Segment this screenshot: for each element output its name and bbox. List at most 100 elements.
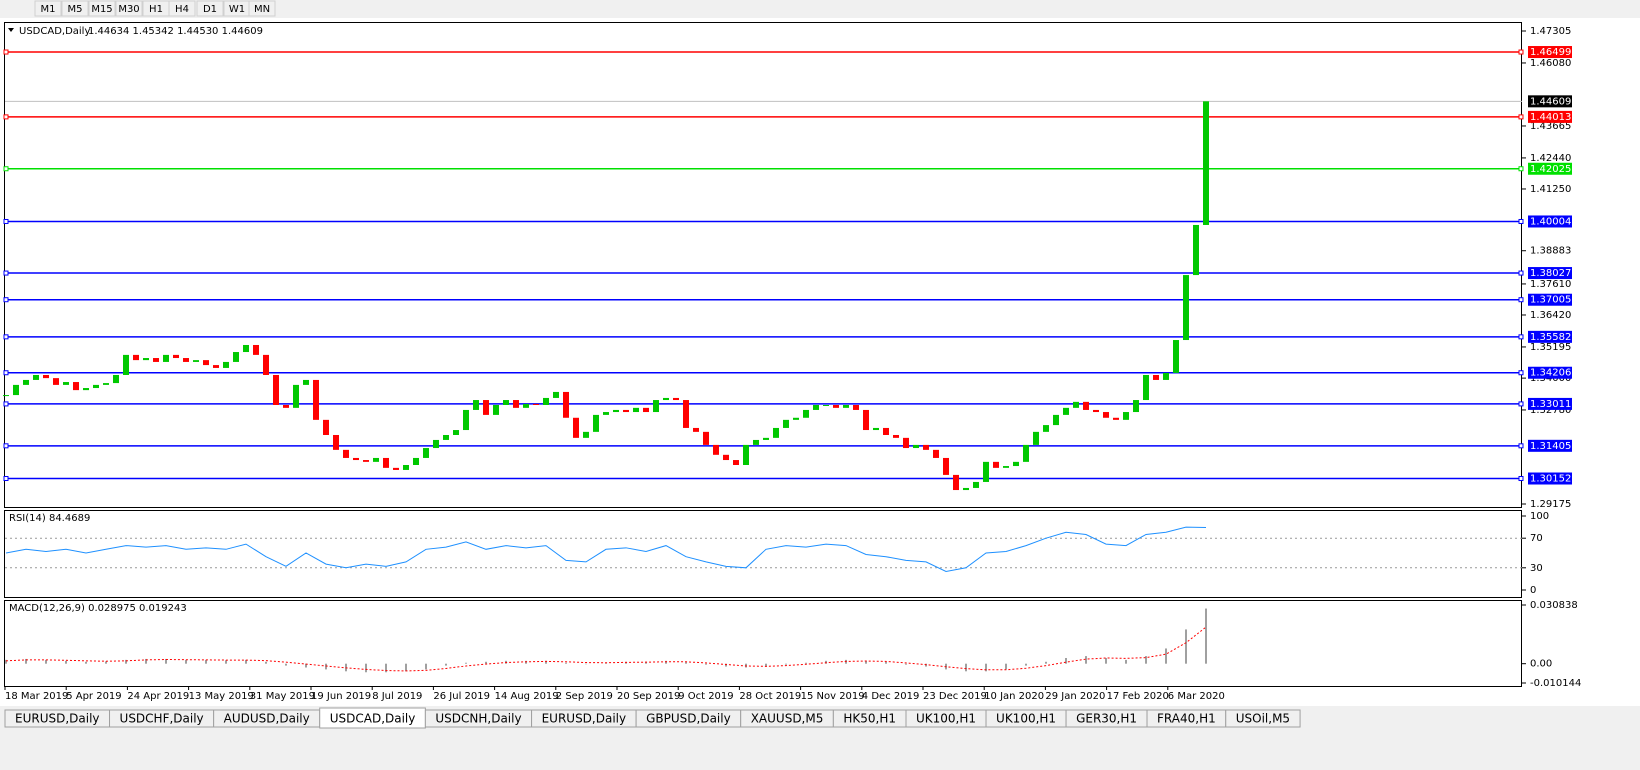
timeframe-button[interactable] xyxy=(168,0,196,17)
candle xyxy=(1193,224,1199,276)
candle xyxy=(873,427,879,431)
macd-bar xyxy=(105,661,107,664)
x-tick-label: 17 Feb 2020 xyxy=(1107,691,1169,702)
tab-label: USDCNH,Daily xyxy=(435,712,521,726)
candle xyxy=(1083,401,1089,410)
tab-label: UK100,H1 xyxy=(996,712,1056,726)
timeframe-label: MN xyxy=(254,4,270,15)
macd-bar xyxy=(305,663,307,668)
macd-bar xyxy=(165,658,167,664)
y-tick-label: 0.030838 xyxy=(1530,600,1578,611)
level-handle xyxy=(1518,476,1524,482)
y-tick-label: 0.00 xyxy=(1530,659,1552,670)
candle xyxy=(103,383,109,385)
macd-bar xyxy=(325,663,327,670)
candle xyxy=(593,414,599,432)
macd-bar xyxy=(705,663,707,665)
candle xyxy=(993,461,999,468)
candle xyxy=(53,378,59,385)
candle xyxy=(613,409,619,413)
candle xyxy=(533,403,539,405)
macd-bar xyxy=(1005,663,1007,670)
macd-bar xyxy=(465,662,467,664)
candle xyxy=(1043,425,1049,432)
candle xyxy=(923,444,929,450)
candle xyxy=(743,444,749,465)
candle xyxy=(303,379,309,385)
timeframe-button[interactable] xyxy=(248,0,276,17)
candle xyxy=(423,448,429,458)
candle xyxy=(633,407,639,413)
timeframe-label: M1 xyxy=(41,4,56,15)
candle xyxy=(843,404,849,408)
timeframe-button[interactable] xyxy=(61,0,89,17)
candle xyxy=(183,358,189,362)
level-label: 1.44013 xyxy=(1530,112,1571,123)
candle xyxy=(793,417,799,420)
candle xyxy=(813,404,819,410)
macd-bar xyxy=(25,658,27,664)
candle xyxy=(343,449,349,458)
tab-label: GBPUSD,Daily xyxy=(646,712,731,726)
candle xyxy=(683,400,689,428)
macd-bar xyxy=(185,659,187,664)
macd-bar xyxy=(205,659,207,664)
candle xyxy=(863,409,869,431)
y-tick-label: 70 xyxy=(1530,533,1543,544)
candle xyxy=(243,344,249,353)
macd-bar xyxy=(985,663,987,672)
timeframe-button[interactable] xyxy=(34,0,62,17)
timeframe-button[interactable] xyxy=(196,0,224,17)
y-tick-label: 1.43665 xyxy=(1530,121,1571,132)
y-tick-label: 1.29175 xyxy=(1530,499,1571,510)
level-handle xyxy=(1518,370,1524,376)
level-label: 1.38027 xyxy=(1530,268,1571,279)
candle xyxy=(703,431,709,445)
tab-label: AUDUSD,Daily xyxy=(224,712,310,726)
tab-label: HK50,H1 xyxy=(843,712,896,726)
level-label-bg xyxy=(1528,330,1572,343)
x-tick-label: 28 Oct 2019 xyxy=(739,691,801,702)
candle xyxy=(63,382,69,385)
timeframe-button[interactable] xyxy=(115,0,143,17)
candle xyxy=(493,404,499,415)
macd-bar xyxy=(485,661,487,664)
macd-bar xyxy=(405,663,407,672)
level-label: 1.33011 xyxy=(1530,399,1571,410)
tab-label: USOil,M5 xyxy=(1236,712,1290,726)
x-tick-label: 18 Mar 2019 xyxy=(5,691,68,702)
candle xyxy=(233,352,239,362)
level-handle xyxy=(3,401,9,407)
timeframe-button[interactable] xyxy=(88,0,116,17)
macd-bar xyxy=(445,663,447,666)
level-handle xyxy=(3,49,9,55)
timeframe-label: D1 xyxy=(203,4,217,15)
candle xyxy=(43,374,49,379)
level-label-bg xyxy=(1528,215,1572,228)
main-panel xyxy=(4,22,1522,508)
candle xyxy=(553,391,559,398)
last-price-label-bg xyxy=(1528,95,1572,108)
candle xyxy=(333,434,339,450)
candle xyxy=(163,354,169,362)
level-label: 1.46499 xyxy=(1530,47,1571,58)
level-handle xyxy=(3,476,9,482)
level-label-bg xyxy=(1528,46,1572,59)
macd-bar xyxy=(585,663,587,665)
timeframe-label: W1 xyxy=(229,4,245,15)
macd-bar xyxy=(245,659,247,664)
candle xyxy=(1013,461,1019,467)
candle xyxy=(913,444,919,449)
tab[interactable] xyxy=(1225,709,1301,728)
macd-title: MACD(12,26,9) 0.028975 0.019243 xyxy=(9,603,187,614)
y-tick-label: -0.010144 xyxy=(1530,678,1581,689)
candle xyxy=(1183,275,1189,341)
macd-bar xyxy=(865,660,867,664)
candle xyxy=(603,412,609,415)
candle xyxy=(213,365,219,368)
candle xyxy=(1053,414,1059,426)
candle xyxy=(223,361,229,368)
candle xyxy=(573,417,579,438)
y-tick-label: 1.32780 xyxy=(1530,405,1571,416)
timeframe-label: M5 xyxy=(68,4,83,15)
